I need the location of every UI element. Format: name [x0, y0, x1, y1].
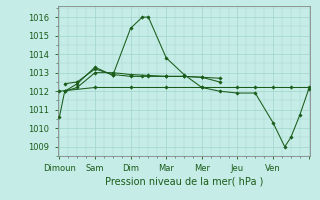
X-axis label: Pression niveau de la mer( hPa ): Pression niveau de la mer( hPa ) — [105, 176, 263, 186]
